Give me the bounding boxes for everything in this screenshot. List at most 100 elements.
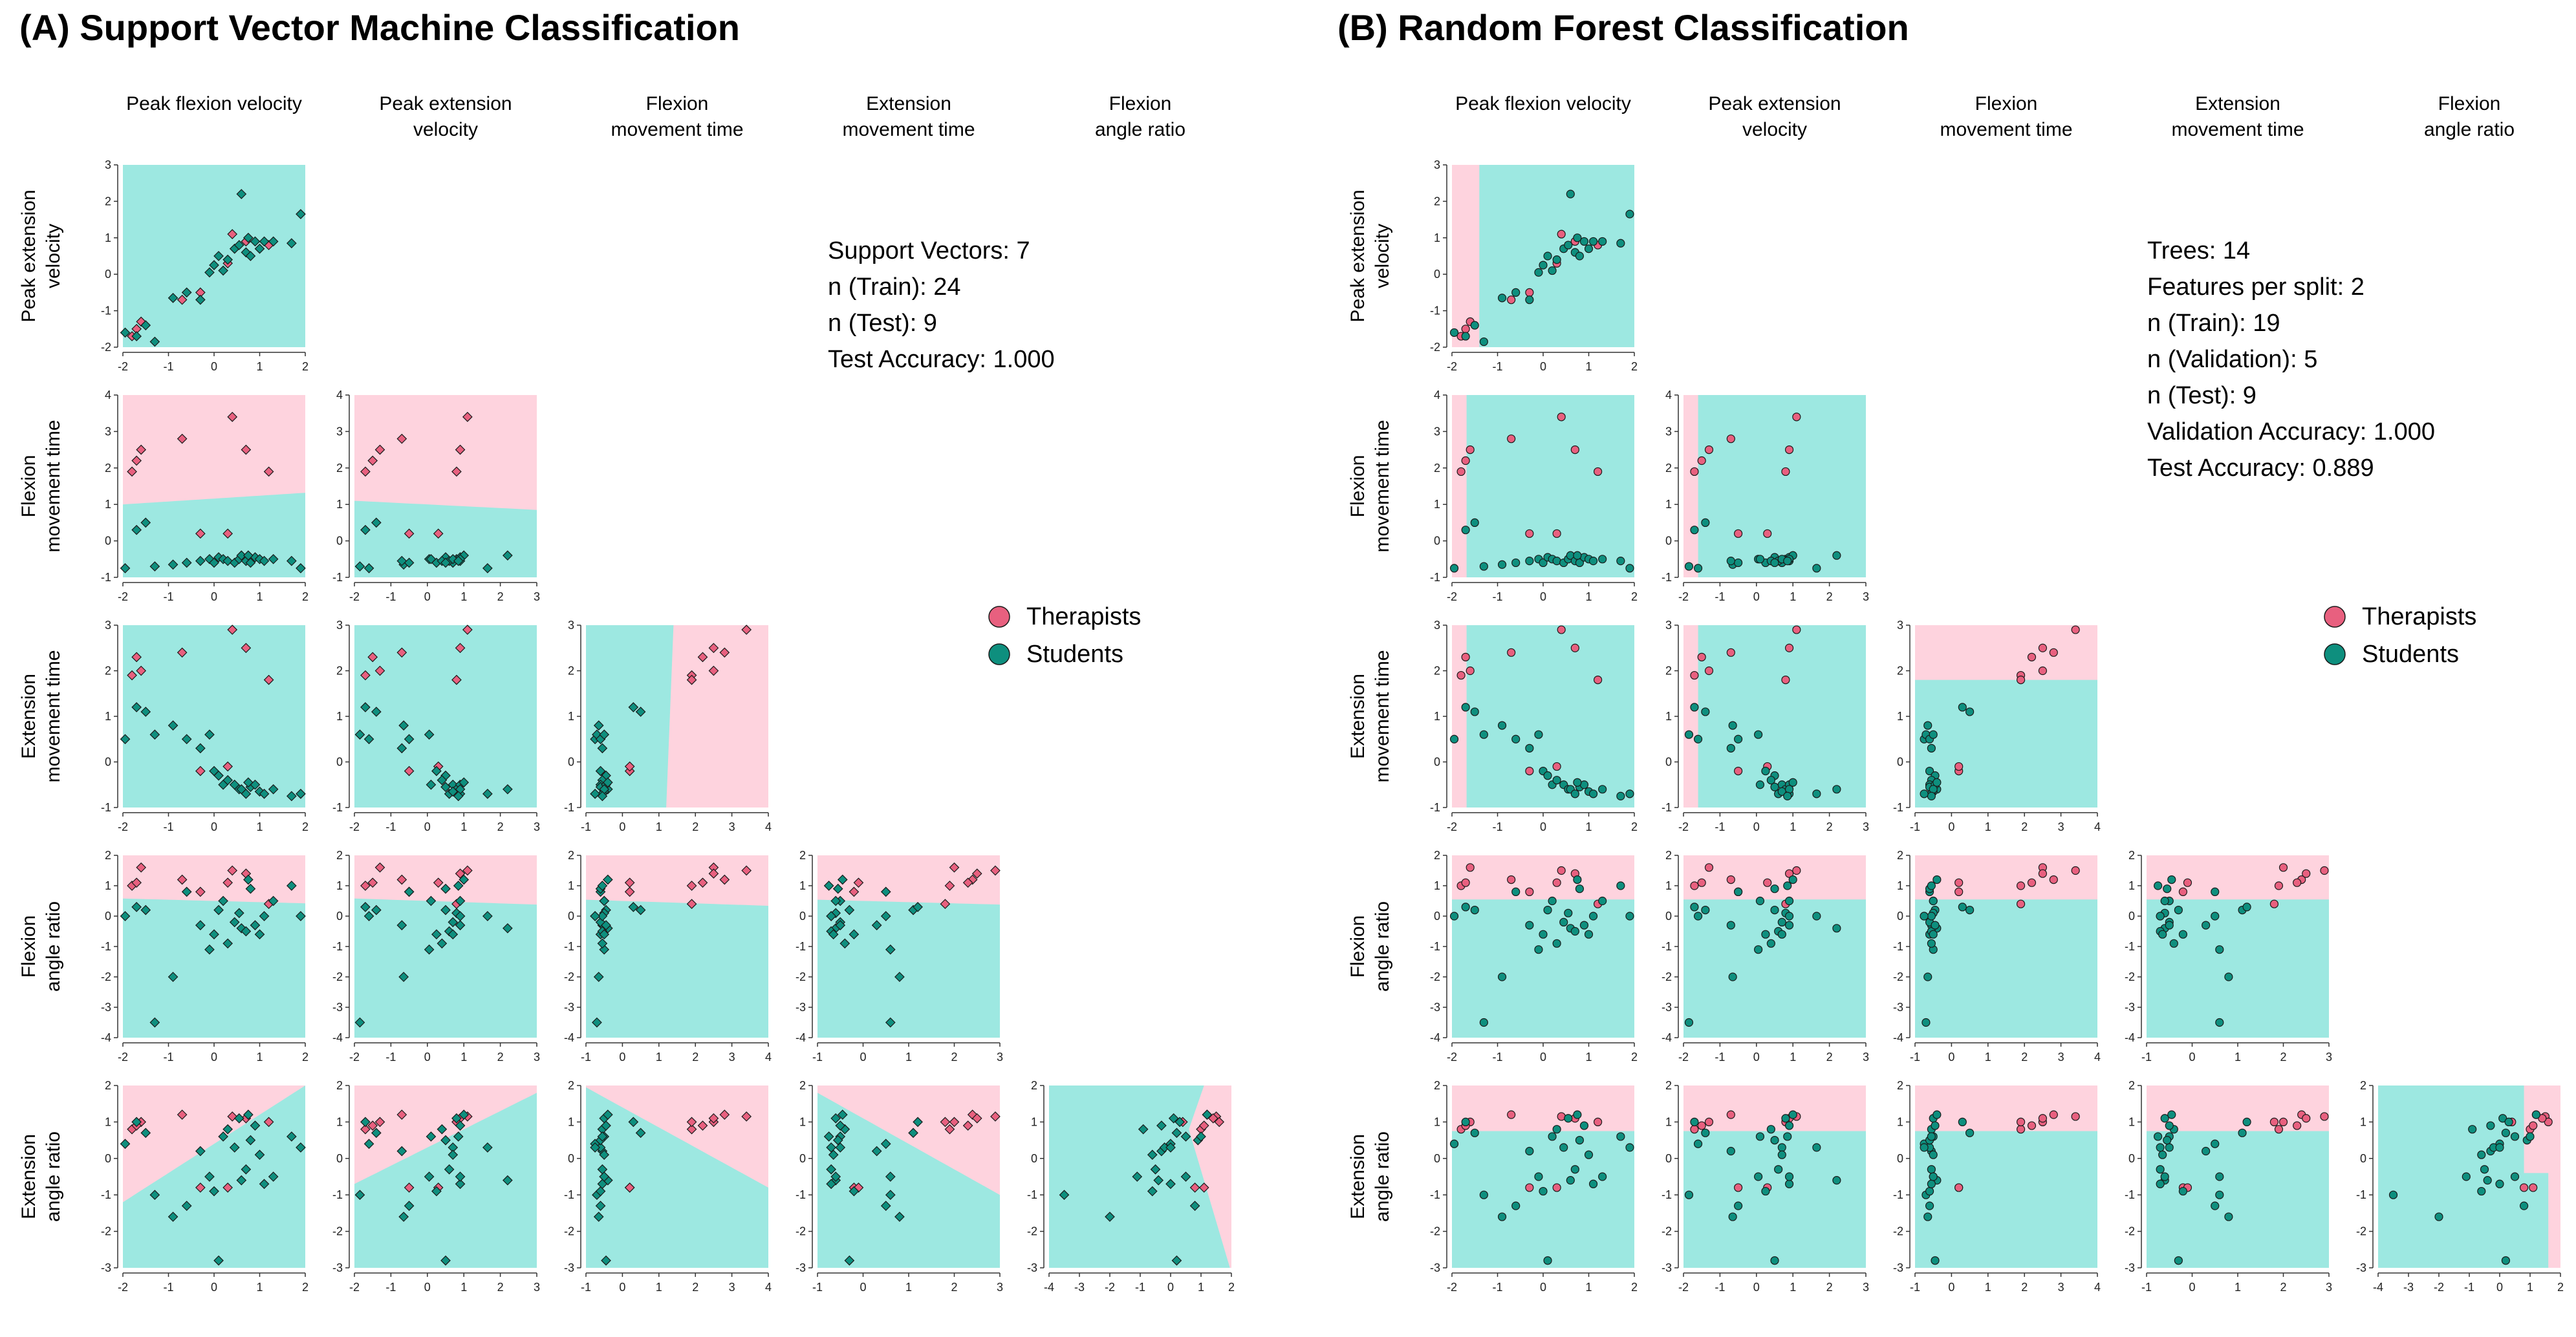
y-tick-label: 2 (1897, 665, 1903, 678)
data-point-therapists (949, 1117, 960, 1128)
data-point-students (1783, 791, 1792, 800)
data-point-students (1755, 780, 1765, 789)
data-point-therapists (195, 765, 206, 776)
x-tick-label: 3 (729, 1281, 735, 1294)
data-point-students (1754, 1172, 1763, 1181)
data-point-students (1174, 1117, 1185, 1128)
data-point-students (440, 1135, 451, 1146)
y-tick-label: -1 (1661, 571, 1672, 584)
data-point-students (131, 1117, 142, 1128)
data-point-therapists (1557, 230, 1566, 239)
data-point-therapists (2027, 1121, 2037, 1130)
data-point-therapists (1507, 434, 1516, 444)
x-tick-label: 0 (2189, 1051, 2195, 1064)
data-point-therapists (1525, 288, 1534, 297)
data-point-students (482, 911, 493, 921)
data-point-students (140, 1128, 151, 1139)
data-point-students (1693, 564, 1703, 573)
data-point-therapists (227, 625, 238, 635)
data-point-students (195, 1146, 206, 1157)
data-point-students (222, 1124, 233, 1135)
data-point-students (424, 729, 435, 740)
data-point-therapists (2183, 878, 2192, 887)
y-tick-label: -1 (564, 940, 574, 953)
data-point-students (1927, 743, 1936, 753)
data-point-students (1579, 237, 1589, 246)
data-point-students (590, 1142, 600, 1153)
subplot-fmt-vs-pfv: -1 0 1 2 3 4 -2 -1 0 1 2 (1430, 389, 1638, 603)
y-tick-label: 1 (105, 879, 111, 892)
therapist-region (817, 1086, 1000, 1195)
data-point-students (168, 559, 179, 570)
x-tick-label: 3 (2058, 1281, 2064, 1294)
data-point-students (503, 784, 513, 795)
data-point-students (1920, 789, 1929, 798)
x-tick-label: 4 (765, 1281, 772, 1294)
data-point-students (371, 1128, 382, 1139)
x-tick-label: 1 (256, 590, 263, 603)
data-point-therapists (741, 625, 752, 635)
y-tick-label: -1 (1893, 801, 1903, 814)
data-point-students (828, 929, 839, 940)
data-point-students (1693, 912, 1703, 921)
x-tick-label: 2 (1826, 590, 1833, 603)
y-tick-label: 0 (105, 1152, 111, 1165)
data-point-therapists (360, 881, 371, 891)
x-tick-label: 0 (1753, 820, 1760, 833)
data-point-students (601, 1120, 611, 1131)
y-tick-label: 2 (568, 665, 574, 678)
data-point-students (354, 561, 365, 572)
data-point-students (1625, 789, 1634, 798)
data-point-students (830, 1171, 841, 1182)
data-point-students (1180, 1131, 1191, 1142)
data-point-students (1543, 905, 1552, 915)
data-point-students (440, 883, 451, 894)
data-point-therapists (2274, 1125, 2284, 1134)
data-point-students (1690, 1117, 1699, 1127)
x-tick-label: -1 (1492, 1281, 1502, 1294)
data-point-therapists (136, 444, 147, 455)
data-point-students (482, 789, 493, 799)
data-point-students (455, 1171, 466, 1182)
x-tick-label: 0 (1540, 1281, 1546, 1294)
x-tick-label: -1 (2141, 1281, 2152, 1294)
data-point-students (229, 1142, 240, 1153)
data-point-students (1470, 321, 1479, 330)
x-tick-label: -1 (385, 1281, 396, 1294)
x-tick-label: 3 (1863, 1281, 1869, 1294)
y-tick-label: -1 (332, 940, 343, 953)
y-tick-label: 1 (105, 231, 111, 244)
data-point-students (1564, 1114, 1573, 1123)
x-tick-label: -1 (1492, 1051, 1502, 1064)
data-point-students (590, 789, 600, 799)
data-point-students (1588, 789, 1598, 798)
data-point-students (451, 1113, 462, 1124)
y-tick-label: -1 (332, 1188, 343, 1201)
y-tick-label: -2 (2356, 1225, 2366, 1238)
x-tick-label: -2 (1678, 1281, 1689, 1294)
data-point-students (1770, 905, 1779, 915)
data-point-therapists (940, 899, 951, 910)
y-tick-label: -3 (2356, 1261, 2366, 1274)
data-point-students (181, 886, 192, 897)
data-point-students (2526, 1132, 2535, 1141)
y-tick-label: 2 (336, 665, 343, 678)
subplot-far-vs-pfv: -4 -3 -2 -1 0 1 2 -2 -1 0 1 2 (101, 849, 308, 1064)
data-point-students (1958, 1117, 1967, 1127)
x-tick-label: 1 (2235, 1281, 2241, 1294)
data-point-therapists (1726, 648, 1735, 657)
data-point-students (1525, 557, 1534, 566)
data-point-students (1684, 1018, 1694, 1027)
model-info-line: Features per split: 2 (2147, 273, 2365, 301)
data-point-students (2165, 921, 2174, 930)
y-tick-label: -2 (1661, 1225, 1672, 1238)
data-point-students (453, 791, 464, 802)
therapist-region (1683, 625, 1698, 808)
data-point-students (1588, 912, 1598, 921)
data-point-students (880, 911, 891, 921)
data-point-therapists (949, 862, 960, 873)
y-tick-label: 3 (336, 619, 343, 632)
y-tick-label: 2 (336, 849, 343, 862)
data-point-students (120, 911, 131, 921)
x-tick-label: -1 (1135, 1281, 1145, 1294)
